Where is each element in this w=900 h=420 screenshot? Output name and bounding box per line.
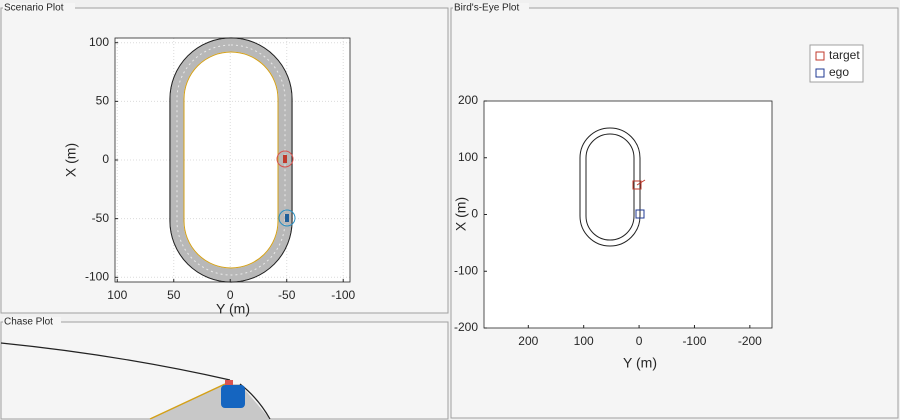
title-bg [3, 3, 75, 13]
y-axis-label: X (m) [453, 197, 469, 231]
x-tick-label: 50 [167, 288, 181, 302]
x-axis-label: Y (m) [623, 355, 657, 371]
legend-label: ego [829, 65, 849, 79]
x-tick-label: -100 [331, 288, 355, 302]
y-tick-label: -100 [454, 263, 478, 277]
legend-entries: target ego [815, 48, 860, 79]
ego-vehicle [278, 209, 296, 227]
y-tick-label: -100 [85, 269, 109, 283]
y-tick-label: 200 [458, 93, 478, 107]
y-tick-label: 0 [471, 207, 478, 221]
road-outer [579, 127, 641, 247]
road-inner-edge [183, 51, 279, 269]
ego-vehicle [221, 385, 245, 408]
birds-eye-axes [483, 100, 773, 329]
panel-title: Bird's-Eye Plot [454, 3, 519, 14]
y-tick-label: 100 [458, 150, 478, 164]
ego-vehicle-body [285, 214, 289, 222]
x-tick-label: -100 [682, 334, 706, 348]
x-tick-label: 200 [518, 334, 538, 348]
panel-title: Chase Plot [4, 317, 53, 328]
horizon-edge [0, 342, 231, 381]
title-bg [3, 317, 61, 327]
target-heading [636, 179, 646, 186]
x-tick-label: 100 [107, 288, 127, 302]
x-tick-label: 100 [574, 334, 594, 348]
x-tick-label: -50 [278, 288, 296, 302]
target-marker [632, 180, 642, 190]
legend-swatch [815, 51, 825, 61]
road-inner [585, 133, 635, 241]
y-tick-label: -200 [454, 320, 478, 334]
y-tick-label: 100 [89, 35, 109, 49]
x-axis-label: Y (m) [216, 301, 250, 317]
title-bg [453, 3, 529, 13]
ego-marker [635, 209, 645, 219]
x-tick-label: -200 [738, 334, 762, 348]
x-tick-label: 0 [636, 334, 643, 348]
y-tick-label: 50 [96, 94, 110, 108]
target-vehicle-body [283, 155, 287, 163]
legend-label: target [829, 48, 860, 62]
target-vehicle [225, 380, 233, 386]
road-edge [149, 383, 226, 420]
y-tick-label: 0 [102, 152, 109, 166]
y-axis-label: X (m) [63, 143, 79, 177]
target-vehicle [276, 150, 294, 168]
legend [809, 44, 864, 83]
x-tick-label: 0 [227, 288, 234, 302]
legend-swatch [815, 68, 825, 78]
panel-title: Scenario Plot [4, 3, 64, 14]
y-tick-label: -50 [92, 211, 110, 225]
